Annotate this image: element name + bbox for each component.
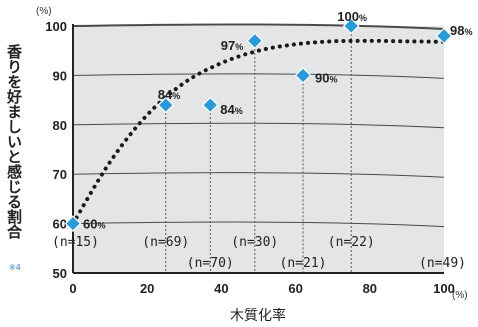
data-labels: 60% 84% 84% 97% 90% 100% 98%	[83, 9, 472, 232]
data-label-pct-2: %	[235, 106, 243, 116]
x-tick-60: 60	[288, 281, 302, 296]
data-label-pct-6: %	[464, 27, 472, 37]
data-label-1: 84%	[158, 87, 180, 102]
data-label-6: 98%	[450, 23, 472, 38]
data-label-2: 84%	[220, 102, 242, 117]
sample-size-4: (n=21)	[280, 256, 327, 271]
grid-line-90	[72, 73, 445, 79]
sample-size-5: (n=22)	[328, 235, 375, 250]
x-tick-40: 40	[214, 281, 228, 296]
data-label-4: 90%	[315, 70, 337, 85]
data-label-0: 60%	[83, 217, 105, 232]
x-unit-label: (%)	[452, 290, 468, 301]
grid-line-60	[72, 221, 445, 228]
x-tick-100: 100	[433, 281, 455, 296]
grid-line-100	[72, 23, 445, 30]
data-label-3: 97%	[221, 38, 243, 53]
point-1	[157, 96, 175, 114]
point-3	[246, 32, 264, 50]
trend-curve	[71, 38, 446, 226]
y-tick-100: 100	[45, 19, 67, 34]
plot-background	[73, 26, 444, 273]
data-label-pct-3: %	[235, 42, 243, 52]
x-tick-80: 80	[363, 281, 377, 296]
data-label-pct-4: %	[329, 74, 337, 84]
y-tick-labels: 50 60 70 80 90 100	[45, 19, 67, 281]
y-tick-60: 60	[53, 217, 67, 232]
point-5	[342, 17, 360, 35]
x-tick-20: 20	[140, 281, 154, 296]
y-tick-50: 50	[53, 266, 67, 281]
grid-line-80	[72, 122, 445, 129]
data-points	[64, 17, 453, 232]
data-label-pct-5: %	[359, 13, 367, 23]
y-tick-90: 90	[53, 68, 67, 83]
y-tick-70: 70	[53, 167, 67, 182]
x-tick-labels: 0 20 40 60 80 100	[69, 281, 454, 296]
point-2	[201, 96, 219, 114]
grid-line-70	[72, 172, 445, 178]
sample-size-2: (n=70)	[187, 256, 234, 271]
drop-lines	[165, 34, 352, 273]
data-label-5: 100%	[337, 9, 367, 24]
point-6	[435, 27, 453, 45]
y-unit-label: (%)	[36, 6, 52, 17]
grid-lines	[72, 23, 445, 228]
point-0	[64, 215, 82, 232]
point-4	[294, 67, 312, 84]
sample-size-6: (n=49)	[419, 256, 466, 271]
x-tick-0: 0	[69, 281, 76, 296]
data-label-pct-0: %	[97, 221, 105, 231]
y-axis-title: 香りを好ましいと感じる割合	[5, 43, 23, 240]
sample-size-labels: (n=15) (n=69) (n=70) (n=30)(n=21)(n=22) (n=4…	[52, 235, 466, 271]
y-axis-note: ※4	[9, 263, 21, 272]
sample-size-0: (n=15)	[52, 235, 99, 250]
y-tick-80: 80	[53, 118, 67, 133]
sample-size-3: (n=30)	[231, 235, 278, 250]
sample-size-1: (n=69)	[142, 235, 189, 250]
data-label-pct-1: %	[172, 91, 180, 101]
x-axis-title: 木質化率	[230, 307, 286, 324]
